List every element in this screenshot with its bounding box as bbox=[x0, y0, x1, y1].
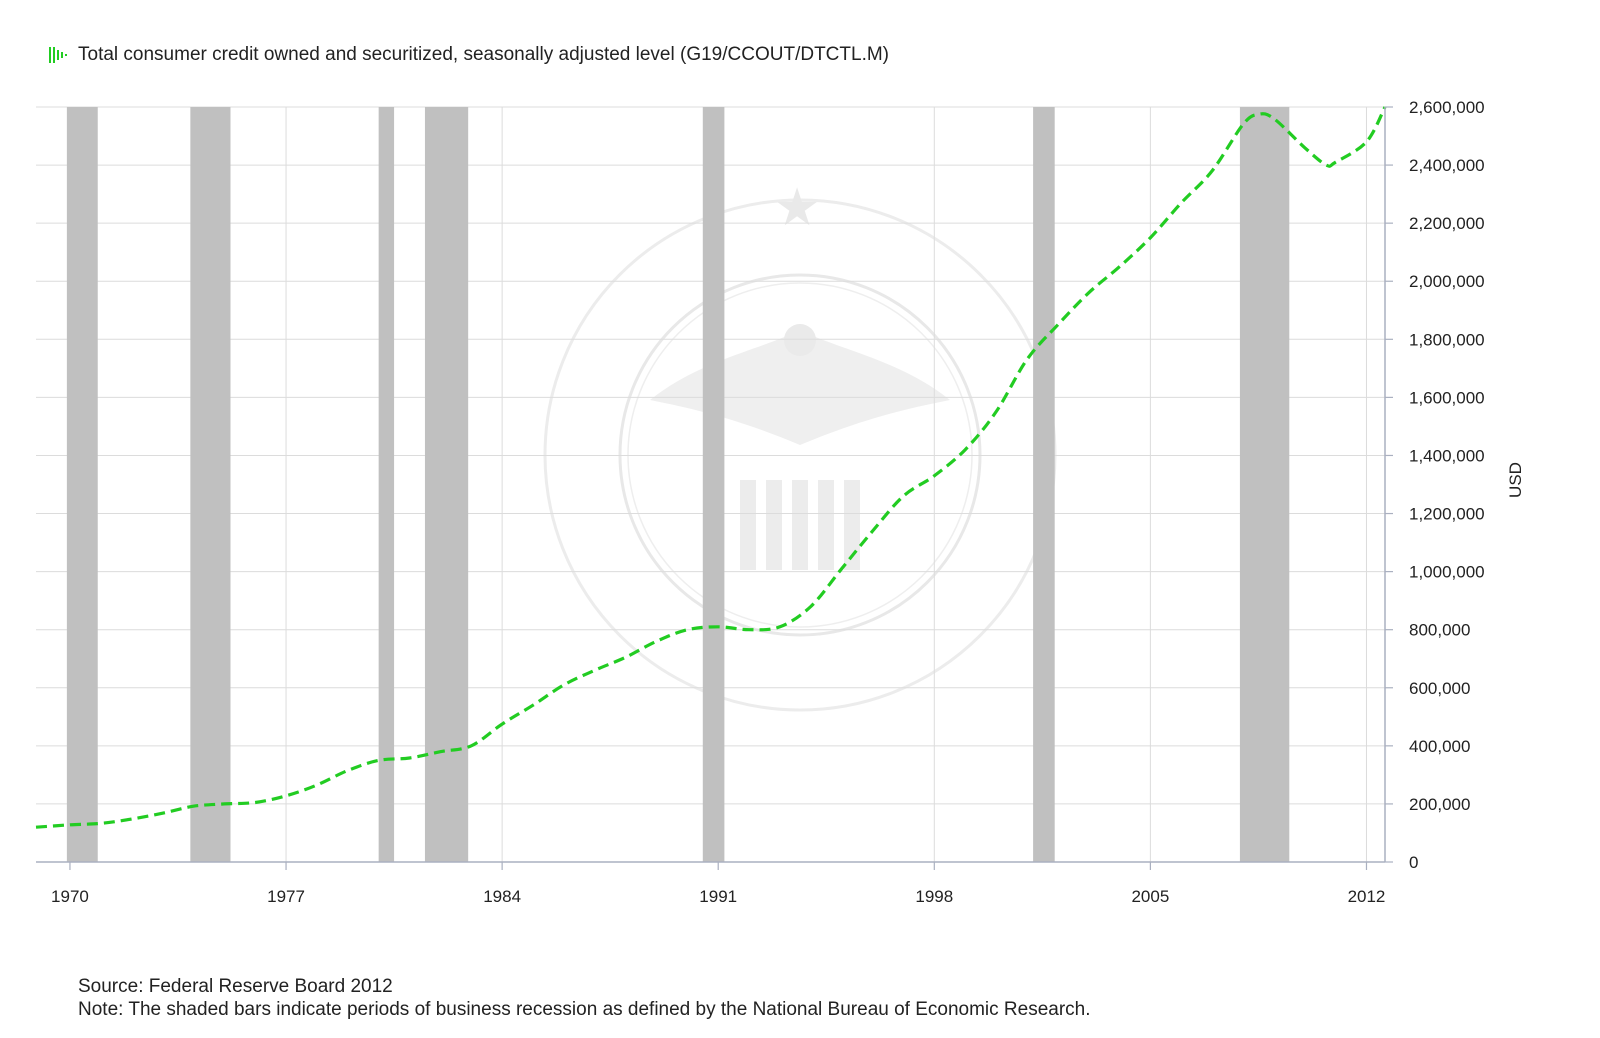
y-axis-title: USD bbox=[1506, 462, 1525, 498]
y-tick-label: 1,000,000 bbox=[1409, 563, 1485, 582]
y-tick-label: 1,200,000 bbox=[1409, 505, 1485, 524]
recession-bar bbox=[702, 107, 725, 862]
y-tick-label: 0 bbox=[1409, 853, 1418, 872]
source-text: Source: Federal Reserve Board 2012 bbox=[78, 976, 393, 997]
x-axis-ticks: 1970 1977 1984 1991 1998 2005 2012 bbox=[51, 862, 1385, 906]
y-tick-label: 1,600,000 bbox=[1409, 388, 1485, 407]
x-tick-label: 1970 bbox=[51, 887, 89, 906]
y-axis-ticks: 0 200,000 400,000 600,000 800,000 1,000,000 1,… bbox=[1385, 98, 1485, 872]
recession-bar bbox=[190, 107, 231, 862]
recession-bar bbox=[66, 107, 98, 862]
svg-text:★: ★ bbox=[774, 180, 827, 237]
note-text: Note: The shaded bars indicate periods o… bbox=[78, 999, 1091, 1020]
recession-bar bbox=[1033, 107, 1055, 862]
recession-bar bbox=[424, 107, 469, 862]
x-tick-label: 1991 bbox=[699, 887, 737, 906]
recession-bar bbox=[378, 107, 395, 862]
y-tick-label: 200,000 bbox=[1409, 795, 1470, 814]
legend-line-icon bbox=[49, 47, 67, 63]
legend: Total consumer credit owned and securiti… bbox=[48, 44, 889, 66]
axes bbox=[36, 107, 1386, 863]
x-tick-label: 1984 bbox=[483, 887, 521, 906]
y-tick-label: 2,600,000 bbox=[1409, 98, 1485, 117]
legend-label: Total consumer credit owned and securiti… bbox=[78, 44, 889, 65]
x-tick-label: 2005 bbox=[1131, 887, 1169, 906]
x-tick-label: 1977 bbox=[267, 887, 305, 906]
y-tick-label: 1,400,000 bbox=[1409, 446, 1485, 465]
y-tick-label: 400,000 bbox=[1409, 737, 1470, 756]
x-tick-label: 1998 bbox=[915, 887, 953, 906]
y-tick-label: 1,800,000 bbox=[1409, 330, 1485, 349]
federal-reserve-seal-watermark: ★ bbox=[543, 180, 1057, 712]
recession-bars bbox=[66, 107, 1290, 862]
chart-footer: Source: Federal Reserve Board 2012 Note:… bbox=[78, 975, 1091, 1021]
x-tick-label: 2012 bbox=[1348, 887, 1386, 906]
y-tick-label: 800,000 bbox=[1409, 621, 1470, 640]
y-tick-label: 2,200,000 bbox=[1409, 214, 1485, 233]
y-tick-label: 2,400,000 bbox=[1409, 156, 1485, 175]
recession-bar bbox=[1239, 107, 1290, 862]
series-line bbox=[35, 106, 1387, 829]
series-line-group bbox=[35, 106, 1387, 829]
y-tick-label: 2,000,000 bbox=[1409, 272, 1485, 291]
y-tick-label: 600,000 bbox=[1409, 679, 1470, 698]
